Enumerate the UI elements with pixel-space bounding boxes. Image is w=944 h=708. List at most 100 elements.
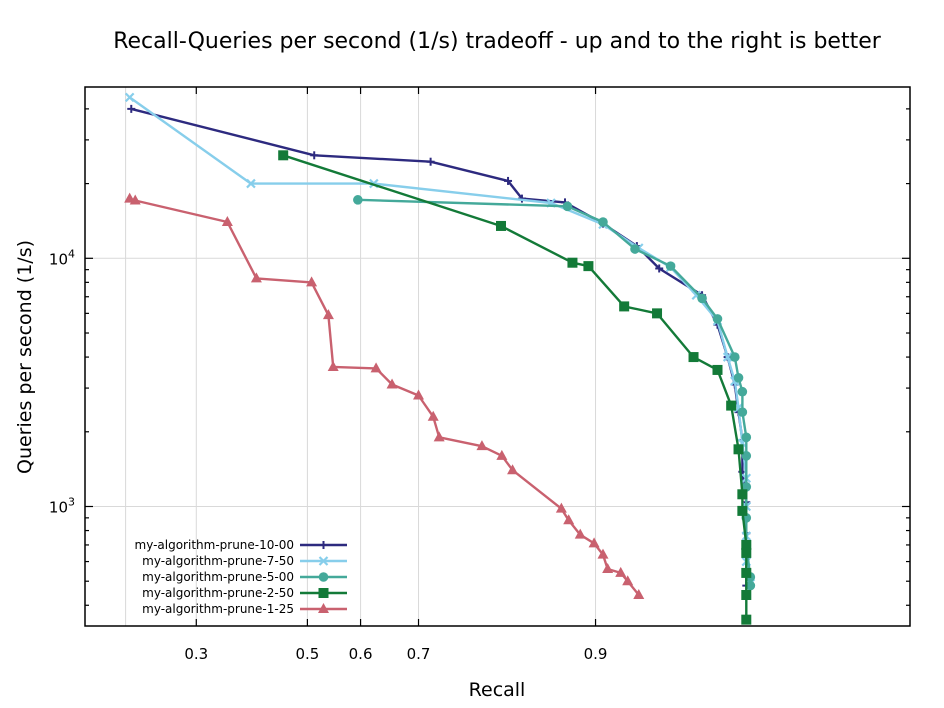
data-point <box>733 444 744 455</box>
data-point <box>221 216 233 227</box>
data-point <box>722 352 733 362</box>
data-point <box>737 407 748 417</box>
data-point <box>688 352 699 363</box>
legend-item: my-algorithm-prune-1-25 <box>142 602 347 616</box>
data-point <box>741 482 752 492</box>
data-point <box>633 588 645 599</box>
data-point <box>353 195 363 205</box>
legend-marker <box>318 572 329 582</box>
legend-item: my-algorithm-prune-7-50 <box>142 554 347 568</box>
y-tick-label: 103 <box>49 495 75 516</box>
data-point <box>433 431 445 442</box>
data-point <box>129 194 141 205</box>
series-line <box>282 154 748 620</box>
data-point <box>665 261 676 271</box>
data-point <box>741 589 752 600</box>
data-point <box>426 157 435 166</box>
data-point <box>555 502 567 513</box>
data-point <box>495 220 506 231</box>
data-point <box>615 566 627 577</box>
data-point <box>567 257 578 268</box>
legend-label: my-algorithm-prune-7-50 <box>142 554 294 568</box>
series-line <box>357 198 752 586</box>
grid <box>85 87 910 626</box>
data-point <box>737 489 748 500</box>
data-point <box>602 562 614 573</box>
data-point <box>370 362 382 373</box>
y-axis-label: Queries per second (1/s) <box>14 240 36 474</box>
data-point <box>741 451 752 461</box>
legend-marker <box>318 588 329 598</box>
series-my-algorithm-prune-2-50 <box>278 150 752 625</box>
axis-ticks: 0.3 0.5 0.6 0.7 0.9 103 104 <box>49 87 910 663</box>
data-point <box>413 389 425 400</box>
data-point <box>278 150 289 161</box>
x-tick-label: 0.5 <box>295 645 319 663</box>
data-point <box>504 176 513 185</box>
data-point <box>619 301 630 312</box>
legend-label: my-algorithm-prune-10-00 <box>135 538 295 552</box>
data-point <box>246 178 256 189</box>
data-point <box>730 352 740 362</box>
data-point <box>306 276 318 287</box>
series-line <box>129 96 752 584</box>
data-point <box>476 440 488 451</box>
x-tick-label: 0.6 <box>349 645 373 663</box>
data-point <box>574 528 586 539</box>
data-point <box>622 575 634 586</box>
data-point <box>250 272 262 283</box>
series-my-algorithm-prune-5-00 <box>353 195 756 591</box>
data-point <box>745 580 756 591</box>
data-point <box>327 360 339 371</box>
data-point <box>563 514 575 525</box>
data-point <box>737 505 748 516</box>
data-point <box>386 378 398 389</box>
data-point <box>655 264 664 273</box>
legend-item: my-algorithm-prune-10-00 <box>135 538 347 552</box>
legend-label: my-algorithm-prune-5-00 <box>142 570 294 584</box>
legend-marker <box>318 603 329 613</box>
data-point <box>712 314 723 324</box>
data-point <box>496 449 508 460</box>
data-point <box>124 92 135 103</box>
data-point <box>737 386 748 397</box>
series-line <box>131 107 748 586</box>
series-my-algorithm-prune-7-50 <box>124 92 756 589</box>
data-point <box>507 464 519 475</box>
data-point <box>652 308 663 319</box>
legend-item: my-algorithm-prune-2-50 <box>142 586 347 600</box>
data-point <box>310 151 319 160</box>
series-my-algorithm-prune-10-00 <box>127 104 751 590</box>
data-point <box>597 548 609 559</box>
data-point <box>562 201 573 212</box>
legend-label: my-algorithm-prune-2-50 <box>142 586 294 600</box>
data-point <box>322 309 334 320</box>
x-tick-label: 0.9 <box>584 645 608 663</box>
legend: my-algorithm-prune-10-00 my-algorithm-pru… <box>135 538 347 616</box>
series-layer <box>124 92 756 625</box>
data-point <box>741 567 752 578</box>
data-point <box>741 539 752 550</box>
x-tick-label: 0.3 <box>184 645 208 663</box>
data-point <box>741 547 752 558</box>
legend-item: my-algorithm-prune-5-00 <box>142 570 347 584</box>
data-point <box>712 364 723 375</box>
data-point <box>598 217 608 227</box>
x-tick-label: 0.7 <box>407 645 431 663</box>
data-point <box>583 261 594 272</box>
data-point <box>697 293 707 304</box>
data-point <box>741 432 752 443</box>
data-point <box>741 614 752 625</box>
legend-marker <box>319 541 328 549</box>
series-my-algorithm-prune-1-25 <box>124 192 645 599</box>
x-axis-label: Recall <box>469 679 526 701</box>
data-point <box>127 104 136 113</box>
data-point <box>726 400 737 411</box>
data-point <box>733 373 744 383</box>
legend-marker <box>318 556 329 566</box>
y-tick-label: 104 <box>49 247 75 268</box>
chart-title: Recall-Queries per second (1/s) tradeoff… <box>113 29 882 54</box>
data-point <box>630 244 640 254</box>
data-point <box>588 537 600 548</box>
